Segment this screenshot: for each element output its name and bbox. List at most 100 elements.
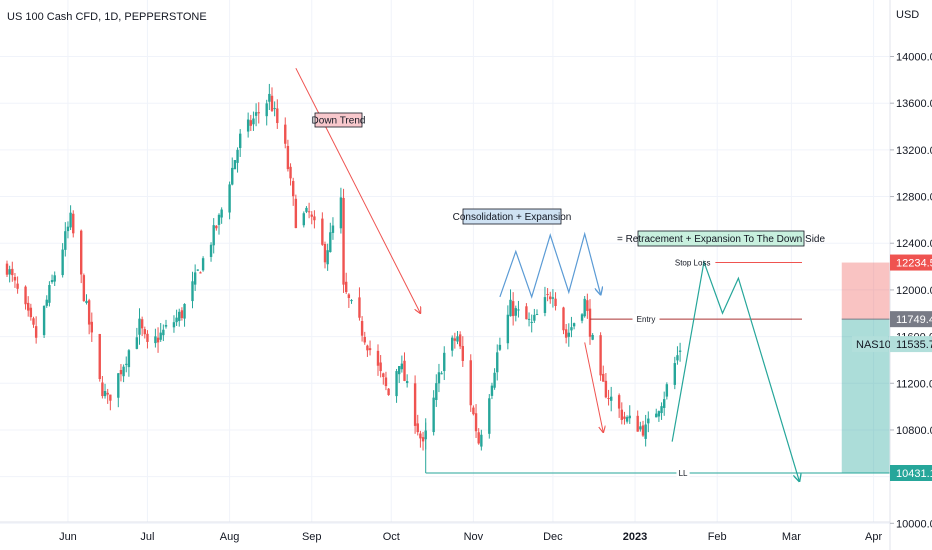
candle-body	[233, 160, 237, 170]
candle-body	[143, 329, 146, 335]
candle-body	[109, 394, 112, 401]
candle-body	[620, 409, 623, 420]
candle-body	[591, 335, 594, 340]
candle-body	[146, 333, 149, 342]
candle-body	[11, 268, 14, 276]
candle-body	[347, 294, 351, 298]
candle-body	[196, 269, 199, 271]
grid-lines	[0, 0, 890, 524]
candle-body	[379, 362, 382, 372]
candle-body	[140, 319, 144, 329]
candle-body	[363, 336, 366, 343]
stop-loss-label: Stop Loss	[675, 259, 711, 268]
candle-body	[257, 112, 260, 114]
candle-body	[360, 321, 364, 336]
candle-body	[530, 321, 533, 323]
candle-body	[16, 283, 19, 289]
candle-body	[321, 218, 324, 245]
candle-body	[13, 276, 17, 281]
candles	[5, 83, 682, 451]
candle-body	[191, 281, 194, 302]
candle-body	[517, 309, 520, 311]
time-tick-label: Oct	[383, 531, 400, 543]
candle-body	[199, 272, 202, 274]
level-label-bg	[669, 257, 716, 268]
candle-body	[665, 384, 669, 397]
candle-body	[376, 350, 380, 366]
candle-body	[602, 373, 605, 382]
candle-body	[156, 337, 160, 343]
candle-body	[90, 321, 93, 333]
price-tick-label: 12800.0	[896, 192, 932, 204]
candle-body	[42, 305, 46, 336]
candle-body	[342, 197, 345, 285]
candle-body	[252, 118, 255, 125]
candle-body	[570, 327, 573, 331]
candle-body	[490, 385, 494, 396]
candle-body	[480, 434, 483, 447]
candle-body	[220, 209, 223, 218]
candle-body	[331, 225, 335, 233]
time-tick-label: Dec	[543, 531, 563, 543]
candle-body	[604, 380, 608, 398]
projection-path[interactable]	[671, 259, 799, 481]
candle-body	[493, 372, 496, 388]
candle-body	[421, 437, 425, 442]
stop-loss-price: 12234.5	[896, 258, 932, 270]
price-tick-label: 11200.0	[896, 378, 932, 390]
candle-body	[628, 415, 631, 419]
retracement-label[interactable]: = Retracement + Expansion To The Down Si…	[617, 230, 826, 247]
time-tick-label: Feb	[708, 531, 727, 543]
candle-body	[488, 398, 491, 434]
time-tick-label: Nov	[464, 531, 484, 543]
candle-body	[138, 318, 141, 335]
candle-body	[193, 272, 197, 285]
candle-body	[50, 280, 54, 283]
down-trend-label[interactable]: Down Trend	[312, 112, 366, 128]
candle-body	[514, 308, 517, 316]
level-label-bg	[676, 468, 690, 478]
time-axis-ticks[interactable]: JunJulAugSepOctNovDec2023FebMarAprMay	[59, 531, 932, 543]
expansion-arrow[interactable]	[584, 342, 604, 432]
candle-body	[403, 360, 406, 381]
price-tick-label: 12000.0	[896, 285, 932, 297]
entry-label: Entry	[637, 315, 656, 324]
consolidation-label[interactable]: Consolidation + Expansion	[453, 208, 572, 225]
candle-body	[284, 124, 287, 144]
consolidation-zigzag[interactable]	[499, 231, 601, 299]
ll-label: LL	[679, 469, 688, 478]
candle-body	[623, 416, 626, 419]
chart-title: US 100 Cash CFD, 1D, PEPPERSTONE	[7, 11, 207, 23]
candle-body	[239, 133, 242, 148]
candle-body	[64, 231, 67, 250]
candle-body	[29, 307, 33, 318]
candle-body	[644, 424, 647, 439]
time-tick-label: Mar	[782, 531, 801, 543]
candle-body	[477, 432, 480, 444]
candle-body	[122, 366, 125, 377]
candle-body	[162, 329, 165, 336]
time-tick-label: 2023	[623, 531, 647, 543]
candle-body	[511, 301, 515, 317]
last-price-tag: NAS100 11535.7	[852, 336, 932, 353]
candle-body	[34, 326, 38, 338]
candle-body	[246, 119, 250, 132]
price-tick-label: 12400.0	[896, 238, 932, 250]
candle-body	[201, 258, 205, 271]
candle-body	[69, 212, 72, 228]
candle-body	[61, 249, 64, 276]
candle-body	[641, 425, 645, 436]
candle-body	[543, 297, 547, 313]
candle-body	[535, 314, 539, 316]
candle-body	[607, 398, 610, 400]
series-name: NAS100	[856, 339, 897, 351]
time-tick-label: Sep	[302, 531, 322, 543]
candle-body	[276, 108, 279, 124]
down-trend-arrow[interactable]	[295, 67, 421, 313]
candle-body	[339, 197, 343, 229]
candle-body	[249, 120, 252, 126]
candle-body	[400, 363, 404, 370]
candle-body	[345, 281, 348, 293]
candle-body	[549, 296, 552, 300]
